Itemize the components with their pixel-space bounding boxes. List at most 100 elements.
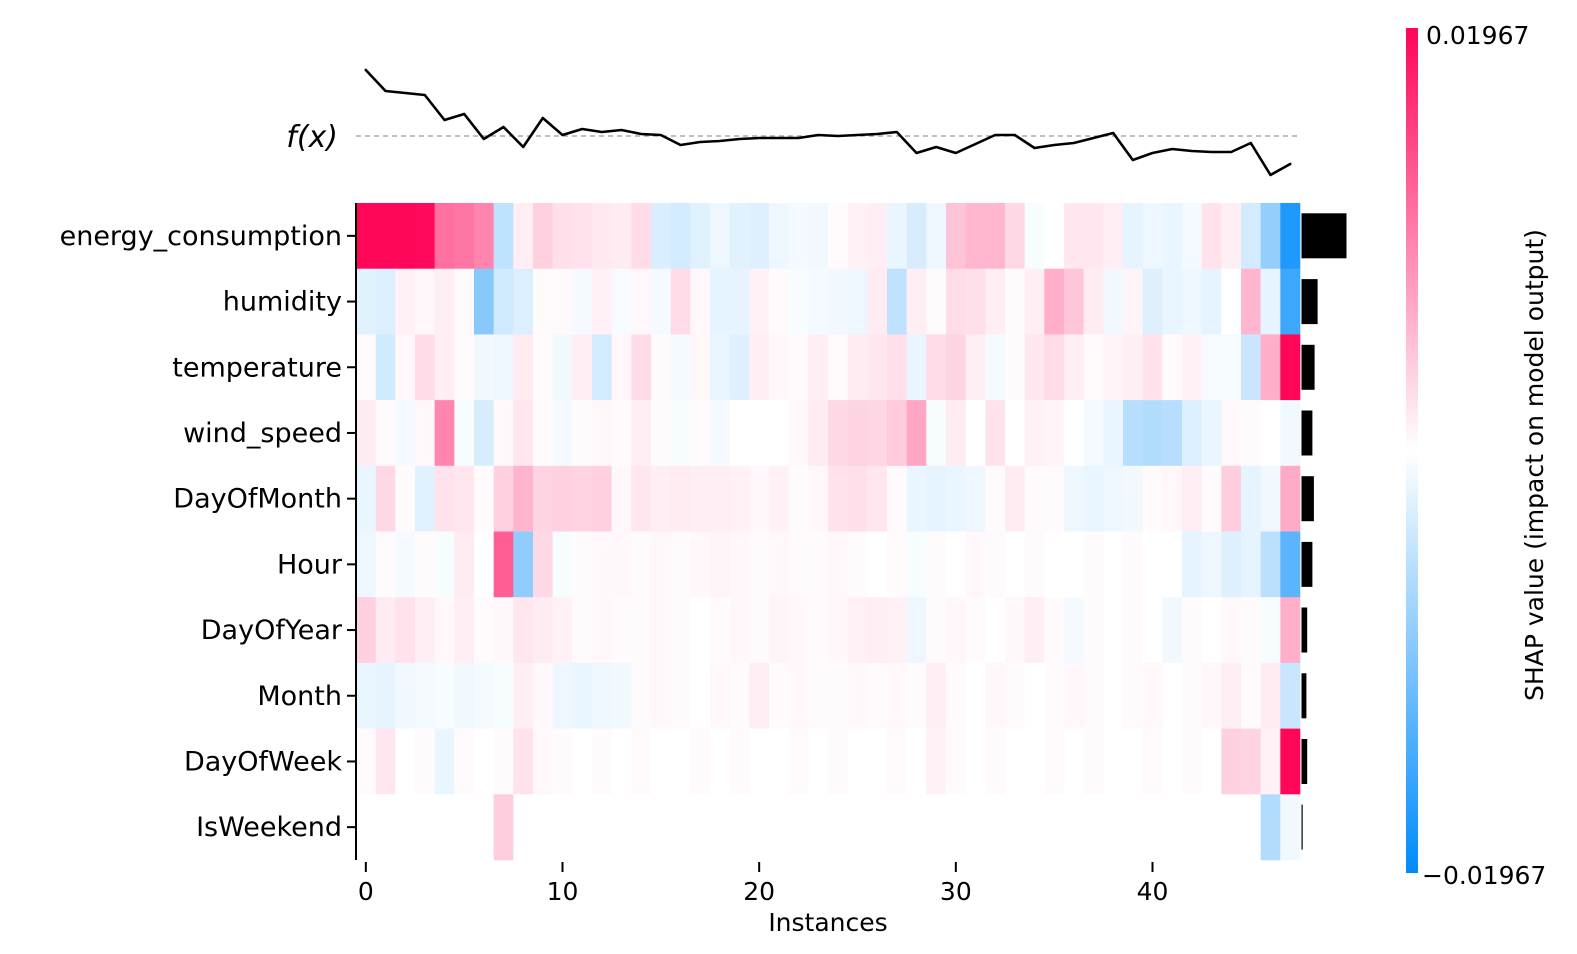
heatmap-cell xyxy=(788,465,809,532)
heatmap-cell xyxy=(1142,728,1163,795)
colorbar: 0.01967 −0.01967 SHAP value (impact on m… xyxy=(1406,21,1549,890)
heatmap-cell xyxy=(356,531,376,598)
heatmap-cell xyxy=(729,728,750,795)
heatmap-cell xyxy=(533,334,553,401)
heatmap-cell xyxy=(434,465,455,532)
heatmap-cell xyxy=(1162,597,1183,664)
heatmap-cell xyxy=(474,465,494,532)
heatmap-cell xyxy=(1201,597,1222,664)
heatmap-cell xyxy=(906,203,927,269)
heatmap-cell xyxy=(611,465,632,532)
importance-bar xyxy=(1300,606,1309,654)
heatmap-cell xyxy=(1005,531,1025,598)
heatmap-cell xyxy=(611,662,632,729)
heatmap-cell xyxy=(690,794,711,861)
heatmap-cell xyxy=(611,400,632,467)
heatmap-cell xyxy=(965,268,986,335)
heatmap-cell xyxy=(375,400,396,467)
heatmap-cell xyxy=(769,728,789,795)
heatmap-cell xyxy=(729,531,750,598)
heatmap-cell xyxy=(1280,268,1301,335)
heatmap-cell xyxy=(356,203,376,269)
heatmap-cell xyxy=(395,203,416,269)
heatmap-cell xyxy=(572,400,593,467)
heatmap-cell xyxy=(631,203,652,269)
heatmap-cell xyxy=(611,728,632,795)
heatmap-cell xyxy=(572,728,593,795)
heatmap-cell xyxy=(946,268,966,335)
heatmap-cell xyxy=(454,465,475,532)
heatmap-cell xyxy=(749,728,770,795)
heatmap-cell xyxy=(1064,662,1084,729)
heatmap-cell xyxy=(1083,794,1104,861)
heatmap-cell xyxy=(415,400,435,467)
heatmap-cell xyxy=(906,465,927,532)
heatmap-cell xyxy=(415,662,435,729)
heatmap-cell xyxy=(808,465,829,532)
heatmap-cell xyxy=(572,268,593,335)
importance-bar xyxy=(1300,475,1315,523)
heatmap-cell xyxy=(592,400,612,467)
heatmap-cell xyxy=(533,203,553,269)
fx-axis-label: f(x) xyxy=(286,120,338,155)
heatmap-cell xyxy=(729,400,750,467)
heatmap-cell xyxy=(828,531,848,598)
heatmap-cell xyxy=(1083,531,1104,598)
heatmap-cell xyxy=(474,794,494,861)
heatmap-cell xyxy=(1083,334,1104,401)
heatmap-cell xyxy=(1005,400,1025,467)
heatmap-cell xyxy=(1260,334,1281,401)
heatmap-cell xyxy=(434,400,455,467)
heatmap-cell xyxy=(552,597,573,664)
heatmap-cell xyxy=(985,203,1006,269)
heatmap-cell xyxy=(946,794,966,861)
heatmap-cell xyxy=(788,794,809,861)
heatmap-cell xyxy=(592,203,612,269)
heatmap-cell xyxy=(808,728,829,795)
heatmap-cell xyxy=(847,531,868,598)
heatmap-cell xyxy=(769,794,789,861)
feature-label: wind_speed xyxy=(183,418,342,449)
heatmap-cell xyxy=(985,465,1006,532)
heatmap-cell xyxy=(769,400,789,467)
heatmap-cell xyxy=(1280,400,1301,467)
heatmap-cell xyxy=(592,334,612,401)
heatmap-cell xyxy=(1182,597,1202,664)
heatmap-cell xyxy=(1221,203,1242,269)
colorbar-gradient xyxy=(1406,28,1418,873)
heatmap-cell xyxy=(1044,203,1065,269)
heatmap-cell xyxy=(808,268,829,335)
heatmap-cell xyxy=(729,597,750,664)
heatmap-cell xyxy=(572,203,593,269)
heatmap-cell xyxy=(513,334,534,401)
heatmap-cell xyxy=(611,531,632,598)
colorbar-axis-label: SHAP value (impact on model output) xyxy=(1520,229,1549,701)
heatmap-cell xyxy=(926,728,947,795)
heatmap-cell xyxy=(395,794,416,861)
heatmap-cell xyxy=(1064,203,1084,269)
heatmap-cell xyxy=(749,794,770,861)
heatmap-cell xyxy=(1241,794,1261,861)
heatmap-cell xyxy=(552,531,573,598)
heatmap-cell xyxy=(1103,728,1124,795)
heatmap-cell xyxy=(552,268,573,335)
heatmap-cell xyxy=(847,465,868,532)
heatmap-cell xyxy=(1064,400,1084,467)
heatmap-cell xyxy=(670,465,691,532)
heatmap-cell xyxy=(808,400,829,467)
heatmap-cell xyxy=(552,400,573,467)
feature-label: DayOfYear xyxy=(201,615,343,646)
heatmap-cell xyxy=(670,400,691,467)
heatmap-cell xyxy=(1162,531,1183,598)
heatmap-cell xyxy=(926,465,947,532)
heatmap-cell xyxy=(1201,794,1222,861)
x-axis: 0 10 20 30 40 xyxy=(358,862,1168,906)
heatmap-cell xyxy=(1280,334,1301,401)
heatmap-cell xyxy=(434,597,455,664)
heatmap-cell xyxy=(965,597,986,664)
heatmap-cell xyxy=(592,662,612,729)
heatmap-cell xyxy=(690,268,711,335)
heatmap-cell xyxy=(887,465,907,532)
heatmap-cell xyxy=(651,465,671,532)
heatmap-cell xyxy=(1123,531,1143,598)
